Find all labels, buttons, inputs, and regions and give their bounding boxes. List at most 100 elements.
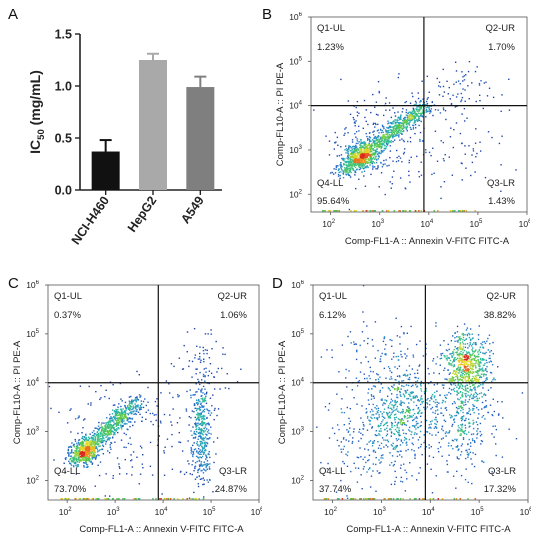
- event-dot: [495, 443, 497, 445]
- event-dot: [126, 406, 129, 408]
- event-dot: [350, 162, 353, 164]
- event-dot: [198, 431, 201, 434]
- event-dot: [462, 368, 464, 371]
- event-dot: [200, 440, 203, 443]
- quadrant-ul-value: 0.37%: [54, 310, 81, 321]
- event-dot: [71, 449, 73, 451]
- baseline-event: [474, 210, 477, 212]
- event-dot: [480, 384, 482, 386]
- event-dot: [428, 373, 430, 375]
- event-dot: [394, 388, 396, 391]
- event-dot: [204, 397, 207, 399]
- event-dot: [371, 388, 373, 390]
- event-dot: [348, 148, 350, 150]
- event-dot: [455, 81, 457, 83]
- event-dot: [112, 424, 115, 427]
- event-dot: [413, 397, 416, 399]
- event-dot: [369, 148, 372, 151]
- event-dot: [464, 89, 466, 91]
- event-dot: [200, 402, 202, 404]
- event-dot: [357, 142, 359, 145]
- event-dot: [115, 411, 118, 413]
- event-dot: [397, 117, 399, 119]
- event-dot: [340, 164, 342, 166]
- event-dot: [369, 149, 371, 151]
- event-dot: [140, 447, 143, 449]
- event-dot: [78, 449, 80, 452]
- event-dot: [82, 426, 84, 429]
- event-dot: [340, 146, 342, 148]
- event-dot: [206, 422, 209, 425]
- event-dot: [154, 400, 157, 403]
- event-dot: [482, 107, 484, 110]
- event-dot: [428, 424, 431, 426]
- event-dot: [152, 423, 154, 426]
- baseline-event: [453, 210, 456, 212]
- event-dot: [198, 406, 201, 408]
- event-dot: [166, 438, 169, 440]
- event-dot: [410, 112, 412, 114]
- event-dot: [114, 418, 116, 420]
- event-dot: [455, 446, 457, 448]
- event-dot: [478, 355, 480, 358]
- event-dot: [466, 372, 469, 374]
- event-dot: [199, 440, 201, 443]
- event-dot: [440, 354, 443, 357]
- event-dot: [206, 479, 208, 481]
- event-dot: [83, 450, 85, 452]
- event-dot: [228, 387, 230, 390]
- event-dot: [342, 171, 345, 173]
- event-dot: [200, 379, 203, 381]
- event-dot: [457, 80, 460, 82]
- event-dot: [347, 100, 350, 102]
- event-dot: [414, 113, 417, 116]
- event-dot: [203, 431, 205, 433]
- event-dot: [347, 153, 350, 155]
- event-dot: [384, 138, 386, 141]
- event-dot: [350, 152, 352, 155]
- event-dot: [485, 351, 487, 354]
- event-dot: [110, 433, 113, 435]
- event-dot: [405, 441, 408, 443]
- event-dot: [205, 371, 207, 373]
- event-dot: [383, 141, 386, 143]
- event-dot: [470, 174, 472, 177]
- event-dot: [452, 146, 455, 149]
- event-dot: [460, 142, 463, 145]
- event-dot: [364, 116, 366, 119]
- event-dot: [450, 416, 452, 419]
- event-dot: [106, 435, 109, 437]
- event-dot: [168, 392, 171, 394]
- event-dot: [200, 437, 202, 439]
- event-dot: [416, 110, 419, 112]
- event-dot: [381, 151, 384, 153]
- event-dot: [430, 154, 432, 157]
- event-dot: [349, 155, 352, 158]
- event-dot: [402, 393, 405, 395]
- event-dot: [426, 98, 428, 100]
- event-dot: [74, 440, 77, 443]
- event-dot: [98, 445, 100, 448]
- event-dot: [201, 451, 203, 453]
- event-dot: [101, 435, 104, 437]
- event-dot: [411, 112, 414, 114]
- event-dot: [399, 444, 402, 446]
- event-dot: [395, 416, 398, 419]
- event-dot: [460, 338, 463, 340]
- event-dot: [382, 136, 384, 138]
- event-dot: [201, 455, 204, 458]
- event-dot: [108, 437, 110, 439]
- event-dot: [123, 432, 125, 435]
- event-dot: [78, 456, 81, 458]
- event-dot: [452, 350, 454, 353]
- event-dot: [115, 420, 118, 422]
- baseline-event: [60, 498, 62, 500]
- event-dot: [449, 414, 451, 416]
- event-dot: [420, 105, 423, 108]
- event-dot: [370, 398, 373, 400]
- event-dot: [473, 407, 475, 410]
- event-dot: [76, 458, 78, 461]
- event-dot: [202, 417, 204, 420]
- event-dot: [515, 169, 517, 171]
- event-dot: [375, 168, 377, 170]
